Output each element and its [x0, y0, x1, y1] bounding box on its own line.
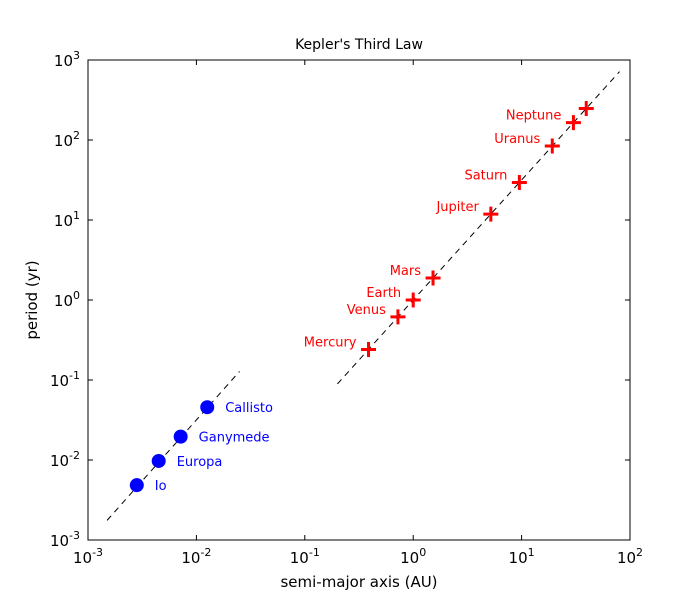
y-tick-base: 10 — [50, 532, 69, 550]
plot-area — [88, 60, 630, 540]
y-tick-base: 10 — [54, 52, 73, 70]
moon-marker — [151, 453, 166, 468]
y-tick-exponent: 2 — [73, 129, 80, 142]
y-tick-label: 100 — [54, 289, 80, 310]
planet-marker — [425, 270, 441, 286]
y-tick-label: 10-3 — [50, 529, 80, 550]
y-tick-label: 10-2 — [50, 449, 80, 470]
x-axis-title: semi-major axis (AU) — [280, 573, 437, 591]
y-tick-exponent: 3 — [73, 49, 80, 62]
planet-marker — [511, 174, 527, 190]
y-tick-label: 10-1 — [50, 369, 80, 390]
moon-marker — [200, 400, 215, 415]
x-tick-exponent: 0 — [419, 546, 426, 559]
point-label: Earth — [366, 286, 401, 301]
planet-marker — [578, 100, 594, 116]
x-tick-exponent: 1 — [528, 546, 535, 559]
y-tick-label: 101 — [54, 209, 80, 230]
x-tick-exponent: -2 — [200, 546, 211, 559]
planet-marker — [565, 115, 581, 131]
data-markers — [129, 100, 594, 493]
moon-marker — [173, 429, 188, 444]
y-tick-exponent: -3 — [69, 529, 80, 542]
x-tick-base: 10 — [509, 549, 528, 567]
point-label: Jupiter — [435, 200, 479, 215]
x-tick-label: 100 — [400, 546, 426, 567]
x-tick-exponent: -3 — [92, 546, 103, 559]
x-tick-label: 101 — [509, 546, 535, 567]
fit-line — [106, 371, 240, 521]
x-axis-ticks: 10-3 10-2 10-1 100 101 102 — [73, 60, 643, 567]
x-tick-exponent: 2 — [636, 546, 643, 559]
y-tick-exponent: 0 — [73, 289, 80, 302]
y-tick-label: 103 — [54, 49, 80, 70]
planet-marker — [544, 138, 560, 154]
point-label: Mars — [390, 264, 422, 279]
chart-title: Kepler's Third Law — [295, 37, 423, 53]
x-tick-label: 10-3 — [73, 546, 103, 567]
planet-marker — [361, 341, 377, 357]
point-label: Neptune — [506, 109, 562, 124]
y-axis-title: period (yr) — [23, 260, 41, 339]
planet-marker — [483, 206, 499, 222]
y-tick-exponent: -2 — [69, 449, 80, 462]
y-tick-exponent: 1 — [73, 209, 80, 222]
x-tick-base: 10 — [73, 549, 92, 567]
x-tick-base: 10 — [290, 549, 309, 567]
y-tick-base: 10 — [50, 452, 69, 470]
x-tick-label: 102 — [617, 546, 643, 567]
point-labels: Mercury Venus Earth Mars Jupiter Saturn Uranus… — [155, 109, 562, 494]
y-tick-label: 102 — [54, 129, 80, 150]
point-label: Venus — [347, 303, 386, 318]
y-tick-base: 10 — [54, 212, 73, 230]
x-tick-base: 10 — [400, 549, 419, 567]
point-label: Uranus — [494, 132, 540, 147]
point-label: Callisto — [225, 401, 273, 416]
y-tick-base: 10 — [54, 292, 73, 310]
point-label: Mercury — [304, 335, 357, 350]
moon-marker — [129, 478, 144, 493]
point-label: Io — [155, 479, 167, 494]
y-tick-exponent: -1 — [69, 369, 80, 382]
point-label: Ganymede — [199, 431, 270, 446]
x-tick-base: 10 — [617, 549, 636, 567]
y-tick-base: 10 — [50, 372, 69, 390]
y-tick-base: 10 — [54, 132, 73, 150]
point-label: Europa — [177, 455, 223, 470]
x-tick-exponent: -1 — [309, 546, 320, 559]
x-tick-base: 10 — [181, 549, 200, 567]
x-tick-label: 10-1 — [290, 546, 320, 567]
fit-lines — [106, 71, 620, 521]
point-label: Saturn — [464, 168, 507, 183]
fit-line — [337, 71, 620, 385]
planet-marker — [390, 309, 406, 325]
x-tick-label: 10-2 — [181, 546, 211, 567]
planet-marker — [405, 292, 421, 308]
